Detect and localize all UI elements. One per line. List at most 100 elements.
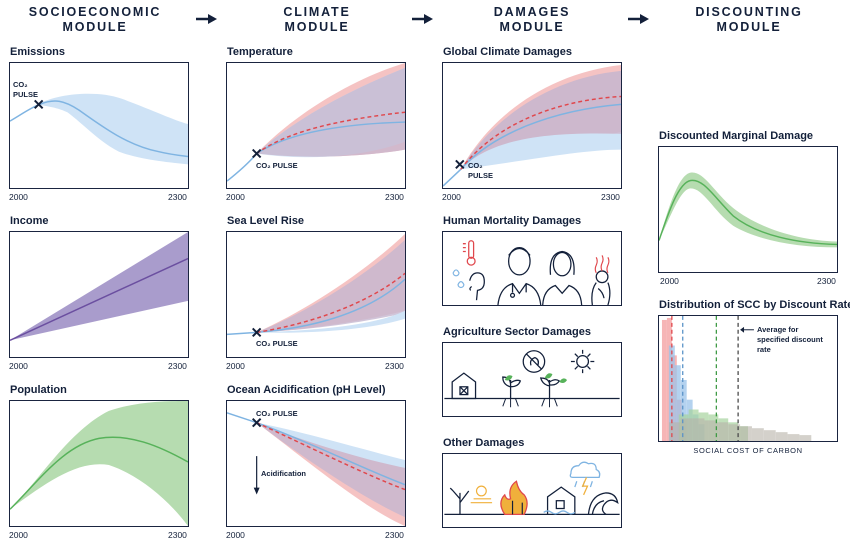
ocean-title: Ocean Acidification (pH Level)	[227, 384, 386, 396]
scc-xlabel: SOCIAL COST OF CARBON	[693, 446, 803, 455]
water-drops-icon	[452, 269, 465, 288]
sick-person-icon	[469, 272, 485, 301]
x-tick-start: 2000	[226, 192, 245, 202]
flow-arrow-icon	[628, 14, 649, 24]
global-damages-baseline-line	[443, 103, 621, 187]
module-title-line1: DAMAGES	[493, 5, 571, 19]
doctor-icon	[497, 246, 542, 305]
x-tick-end: 2300	[168, 192, 187, 202]
annotation-line2: specified discount	[757, 335, 823, 344]
income-chart	[9, 231, 189, 358]
ocean-annotation: CO₂ PULSE	[256, 409, 298, 418]
sun-icon	[570, 349, 595, 374]
ocean-wave-icon	[587, 492, 619, 515]
flooded-house-icon	[543, 486, 576, 515]
global-damages-pulse-line	[460, 95, 621, 170]
temperature-baseline-line	[227, 121, 405, 182]
x-tick-start: 2000	[442, 192, 461, 202]
sea-level-blue-band	[256, 310, 405, 333]
sea-level-annotation: CO₂ PULSE	[256, 339, 298, 348]
heat-exhausted-person-icon	[591, 270, 611, 305]
other-damages-illustration	[442, 453, 622, 528]
global-damages-blue-band	[460, 133, 621, 170]
emissions-chart: CO₂ PULSE	[9, 62, 189, 189]
annotation-line1: Average for	[757, 325, 799, 334]
dead-tree-icon	[449, 487, 470, 515]
co2-pulse-marker-icon	[34, 99, 44, 109]
lightning-icon	[581, 477, 589, 496]
population-chart	[9, 400, 189, 527]
discounted-marginal-title: Discounted Marginal Damage	[659, 130, 814, 142]
x-tick-start: 2000	[9, 361, 28, 371]
global-damages-chart: CO₂ PULSE	[442, 62, 622, 189]
x-tick-start: 2000	[226, 361, 245, 371]
temperature-pulse-line	[256, 111, 405, 155]
marginal-line	[659, 179, 837, 246]
wildfire-icon	[500, 480, 528, 515]
heat-waves-icon	[594, 255, 610, 274]
histogram-grey	[668, 418, 812, 441]
population-line	[10, 436, 188, 510]
barn-icon	[451, 372, 477, 400]
x-tick-end: 2300	[385, 192, 404, 202]
ocean-pulse-line	[256, 421, 405, 491]
temperature-overlap-band	[256, 67, 405, 157]
emissions-annotation: CO₂ PULSE	[13, 80, 38, 100]
global-damages-annotation: CO₂ PULSE	[468, 161, 493, 181]
scc-distribution-title: Distribution of SCC by Discount Rate	[659, 299, 850, 311]
population-title: Population	[10, 384, 67, 396]
crop-sprouts-icon	[502, 376, 561, 399]
pointer-arrow-icon	[740, 326, 754, 333]
income-line	[10, 257, 188, 341]
global-damages-title: Global Climate Damages	[443, 46, 572, 58]
annotation-line2: PULSE	[13, 90, 39, 99]
thermometer-icon	[462, 240, 476, 266]
storm-cloud-icon	[569, 461, 601, 488]
x-tick-start: 2000	[226, 530, 245, 540]
module-title-line2: MODULE	[716, 20, 782, 34]
x-tick-end: 2300	[385, 361, 404, 371]
annotation-line2: PULSE	[468, 171, 494, 180]
sea-level-overlap-band	[256, 239, 405, 333]
flow-arrow-icon	[196, 14, 217, 24]
x-tick-start: 2000	[9, 192, 28, 202]
annotation-line1: CO₂	[468, 161, 483, 170]
sea-level-chart: CO₂ PULSE	[226, 231, 406, 358]
socioeconomic-module-title: SOCIOECONOMIC MODULE	[5, 5, 185, 35]
sea-level-title: Sea Level Rise	[227, 215, 305, 227]
income-title: Income	[10, 215, 49, 227]
discounted-marginal-chart	[658, 146, 838, 273]
module-title-line1: CLIMATE	[283, 5, 351, 19]
module-title-line2: MODULE	[284, 20, 350, 34]
x-tick-end: 2300	[601, 192, 620, 202]
no-plant-icon	[522, 350, 546, 373]
nurse-icon	[542, 250, 583, 305]
other-damages-title: Other Damages	[443, 437, 525, 449]
co2-pulse-marker-icon	[252, 148, 262, 159]
acidification-label: Acidification	[261, 469, 307, 478]
acidification-arrow-icon	[253, 456, 260, 495]
temperature-chart: CO₂ PULSE	[226, 62, 406, 189]
climate-module-title: CLIMATE MODULE	[227, 5, 407, 35]
co2-pulse-marker-icon	[252, 418, 262, 428]
roots-icon	[502, 398, 558, 408]
annotation-line3: rate	[757, 345, 771, 354]
x-tick-end: 2300	[168, 361, 187, 371]
emissions-title: Emissions	[10, 46, 66, 58]
x-tick-start: 2000	[660, 276, 679, 286]
module-title-line2: MODULE	[62, 20, 128, 34]
agriculture-title: Agriculture Sector Damages	[443, 326, 591, 338]
scc-distribution-chart: Average for specified discount rate	[658, 315, 838, 442]
scc-distribution-annotation: Average for specified discount rate	[757, 325, 823, 355]
x-tick-end: 2300	[385, 530, 404, 540]
hazy-sun-icon	[470, 485, 493, 504]
damages-module-title: DAMAGES MODULE	[443, 5, 621, 35]
green-leaves-icon	[504, 373, 568, 384]
emissions-uncertainty-band	[37, 93, 188, 165]
agriculture-illustration	[442, 342, 622, 417]
ocean-overlap-band	[256, 422, 405, 518]
x-tick-end: 2300	[817, 276, 836, 286]
x-tick-start: 2000	[9, 530, 28, 540]
co2-pulse-marker-icon	[252, 327, 262, 338]
annotation-line1: CO₂	[13, 80, 28, 89]
